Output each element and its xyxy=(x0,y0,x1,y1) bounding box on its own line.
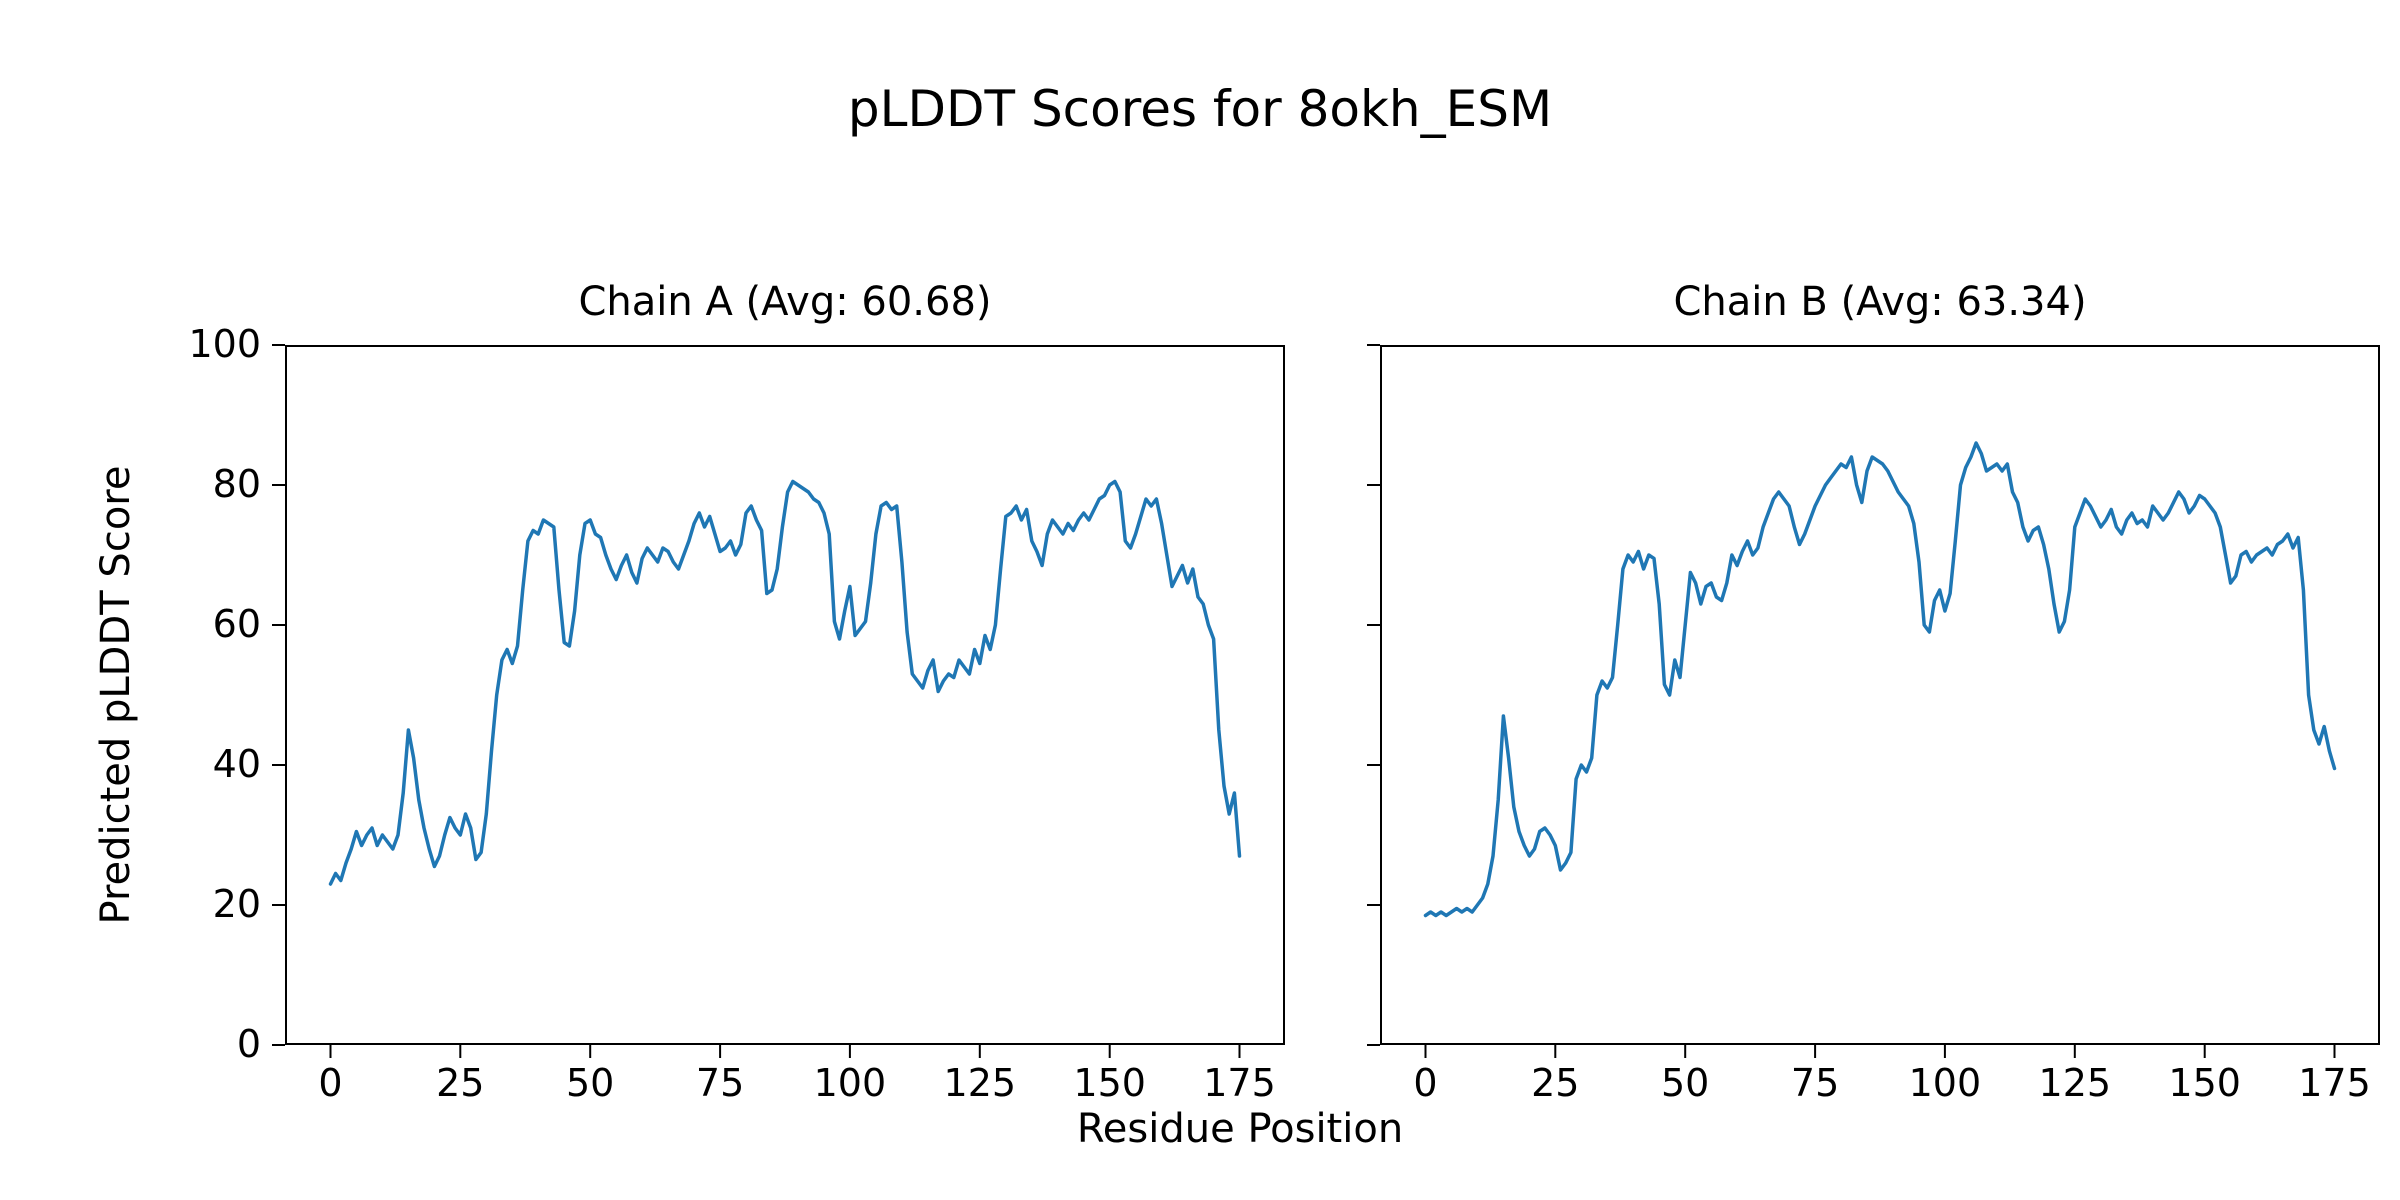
figure-title: pLDDT Scores for 8okh_ESM xyxy=(847,80,1553,138)
x-tick-label: 50 xyxy=(566,1061,615,1105)
plot-area-chain-b xyxy=(1367,344,2380,1058)
plot-area-chain-a xyxy=(272,344,1285,1058)
subplot-title-chain-b: Chain B (Avg: 63.34) xyxy=(1673,279,2087,325)
y-tick-label: 20 xyxy=(212,882,261,926)
x-tick-label: 25 xyxy=(1531,1061,1580,1105)
x-axis-label: Residue Position xyxy=(1076,1106,1404,1152)
plddt-line xyxy=(1423,441,2337,918)
axes-frame xyxy=(285,345,1285,1045)
y-axis-label: Predicted pLDDT Score xyxy=(93,465,139,925)
plddt-line xyxy=(328,479,1242,886)
x-tick-label: 0 xyxy=(318,1061,343,1105)
y-tick-label: 100 xyxy=(188,322,261,366)
x-tick-label: 100 xyxy=(1908,1061,1982,1105)
y-tick-label: 40 xyxy=(212,742,261,786)
subplot-chain-a: Chain A (Avg: 60.68) 0 25 50 75 100 125 150 175… xyxy=(188,279,1285,1105)
subplot-title-chain-a: Chain A (Avg: 60.68) xyxy=(578,279,992,325)
axes-frame xyxy=(1380,345,2380,1045)
x-tick-label: 125 xyxy=(943,1061,1017,1105)
x-tick-label: 75 xyxy=(1790,1061,1840,1105)
y-tick-label: 0 xyxy=(236,1022,261,1066)
y-tick-label: 60 xyxy=(212,602,261,646)
x-tick-label: 100 xyxy=(813,1061,887,1105)
x-tick-label: 0 xyxy=(1413,1061,1438,1105)
x-tick-label: 25 xyxy=(436,1061,485,1105)
x-tick-label: 75 xyxy=(695,1061,745,1105)
x-tick-label: 150 xyxy=(2168,1061,2241,1105)
x-tick-label: 50 xyxy=(1661,1061,1710,1105)
x-tick-label: 175 xyxy=(1203,1061,1276,1105)
y-tick-label: 80 xyxy=(212,462,261,506)
x-tick-label: 125 xyxy=(2038,1061,2112,1105)
subplot-chain-b: Chain B (Avg: 63.34) 0 25 50 75 100 125 150 175 xyxy=(1367,279,2380,1105)
x-tick-label: 150 xyxy=(1073,1061,1146,1105)
x-tick-label: 175 xyxy=(2298,1061,2371,1105)
